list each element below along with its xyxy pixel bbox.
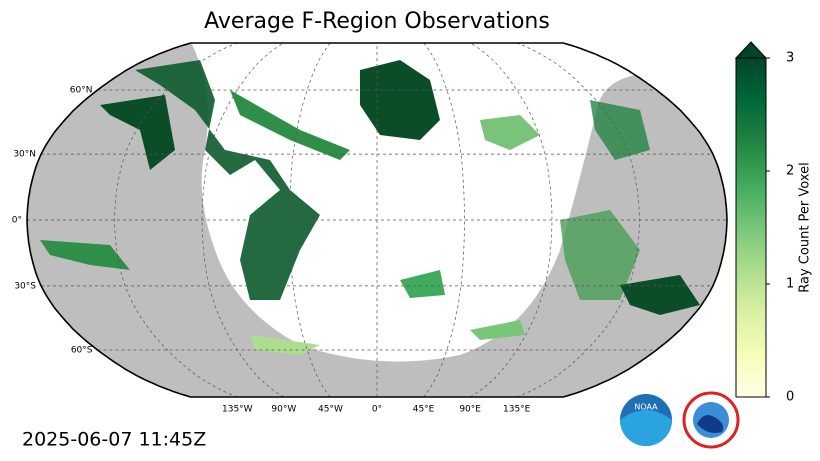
lon-label: 135°E xyxy=(503,405,531,415)
meridian xyxy=(201,43,285,397)
title: Average F-Region Observations xyxy=(204,9,550,34)
lon-label: 45°E xyxy=(413,405,435,415)
lat-label: 30°S xyxy=(14,281,36,291)
lon-label: 0° xyxy=(372,405,382,415)
lon-label: 135°W xyxy=(222,405,253,415)
meridian xyxy=(469,43,553,397)
lat-label: 30°N xyxy=(13,150,36,160)
lat-label: 60°N xyxy=(70,85,93,95)
colorbar-tick-label: 3 xyxy=(786,51,794,66)
map-outline xyxy=(26,42,728,398)
colorbar-tick-label: 2 xyxy=(786,164,794,179)
noaa-text: NOAA xyxy=(634,403,658,412)
colorbar-extension xyxy=(734,41,768,59)
colorbar-label: Ray Count Per Voxel xyxy=(798,162,813,292)
lat-label: 0° xyxy=(12,216,22,226)
noaa-logo: NOAA xyxy=(620,394,672,446)
lon-label: 90°E xyxy=(459,405,481,415)
colorbar-frame xyxy=(735,58,767,398)
lat-label: 60°S xyxy=(71,346,93,356)
nws-logo xyxy=(682,391,740,449)
colorbar: 0 1 2 3 Ray Count Per Voxel xyxy=(734,41,813,405)
observation-cover xyxy=(40,60,700,355)
meridian xyxy=(114,43,238,397)
lon-label: 45°W xyxy=(318,405,343,415)
lon-label: 90°W xyxy=(271,405,296,415)
colorbar-tick-label: 0 xyxy=(786,390,794,405)
timestamp: 2025-06-07 11:45Z xyxy=(22,429,206,451)
colorbar-tick-label: 1 xyxy=(786,277,794,292)
meridian xyxy=(516,43,640,397)
day-side xyxy=(190,43,640,362)
graticule xyxy=(27,43,727,397)
colorbar-scale xyxy=(736,58,766,397)
axis-labels: 60°N 30°N 0° 30°S 60°S 135°W 90°W 45°W 0° 45°E 90°… xyxy=(12,85,531,414)
